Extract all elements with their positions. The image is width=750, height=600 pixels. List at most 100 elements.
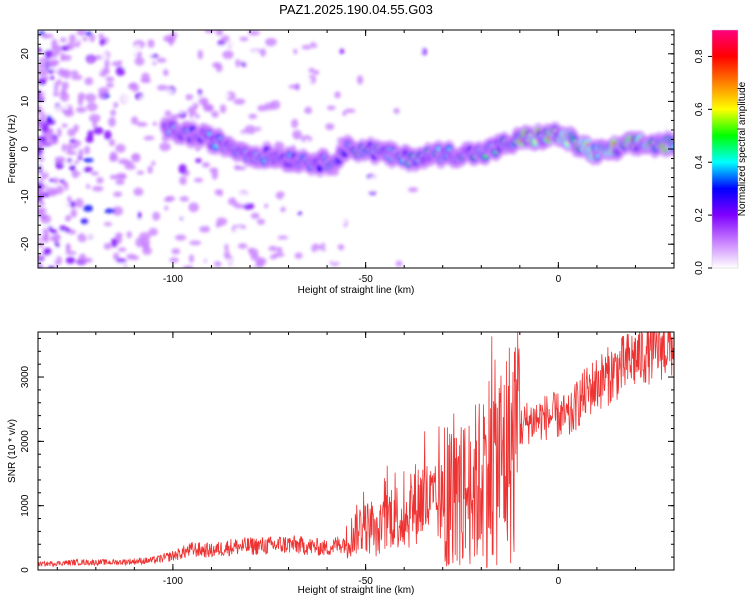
heatmap-cells xyxy=(38,30,674,268)
heatmap-cell xyxy=(432,240,442,249)
heatmap-cell xyxy=(470,171,478,179)
heatmap-cell xyxy=(85,257,93,263)
snr-x-tick-label: -50 xyxy=(358,576,373,587)
heatmap-cell xyxy=(124,30,134,39)
heatmap-cell xyxy=(408,225,419,233)
heatmap-cell xyxy=(379,241,388,252)
heatmap-cell xyxy=(369,123,380,133)
heatmap-cell xyxy=(314,181,324,191)
heatmap-cell xyxy=(100,52,108,61)
heatmap-cell xyxy=(52,91,60,97)
heatmap-cell xyxy=(452,116,459,125)
heatmap-cell xyxy=(237,195,250,205)
heatmap-cell xyxy=(38,91,43,100)
heatmap-cell xyxy=(108,153,119,162)
heatmap-cell xyxy=(38,190,44,198)
heatmap-cell xyxy=(113,191,123,198)
heatmap-cell xyxy=(283,198,289,206)
heatmap-cell xyxy=(131,152,141,163)
heatmap-cell xyxy=(120,173,127,180)
heatmap-cell xyxy=(43,247,52,256)
heatmap-cell xyxy=(347,226,359,233)
colorbar-ticks: 0.0 0.2 0.4 0.6 0.8 xyxy=(694,49,712,275)
heatmap-cell xyxy=(280,123,287,131)
heatmap-cell xyxy=(219,44,227,52)
colorbar-scale xyxy=(712,30,738,268)
heatmap-cell xyxy=(105,101,114,108)
heatmap-cell xyxy=(60,45,70,51)
heatmap-cell xyxy=(193,177,204,183)
heatmap-cell xyxy=(179,210,187,219)
heatmap-cell xyxy=(290,104,297,115)
heatmap-cell xyxy=(286,231,298,241)
heatmap-cell xyxy=(108,259,117,264)
heatmap-cell xyxy=(152,30,164,38)
heatmap-cell xyxy=(235,58,241,68)
heatmap-cell xyxy=(409,100,415,106)
heatmap-cell xyxy=(361,194,371,201)
heatmap-cell xyxy=(342,234,355,243)
heatmap-cell xyxy=(496,224,503,230)
heatmap-cell xyxy=(167,239,172,246)
heatmap-cell xyxy=(443,186,450,194)
heatmap-cell xyxy=(38,136,47,142)
heatmap-cell xyxy=(59,92,70,102)
heatmap-cell xyxy=(107,38,114,46)
heatmap-cell xyxy=(242,202,255,210)
heatmap-cell xyxy=(432,50,440,57)
heatmap-cell xyxy=(259,185,265,195)
heatmap-cell xyxy=(256,218,265,225)
heatmap-cell xyxy=(323,64,333,73)
heatmap-cell xyxy=(63,109,74,117)
heatmap-cell xyxy=(101,154,108,159)
heatmap-cell xyxy=(82,36,88,42)
heatmap-cell xyxy=(135,204,141,211)
heatmap-cell xyxy=(222,50,234,60)
heatmap-cell xyxy=(38,62,47,69)
heatmap-x-tick-label: 0 xyxy=(556,274,562,285)
heatmap-cell xyxy=(393,107,400,115)
heatmap-cell xyxy=(374,80,387,87)
heatmap-y-axis-label: Frequency (Hz) xyxy=(7,115,18,184)
heatmap-cell xyxy=(495,70,505,80)
heatmap-cell xyxy=(131,116,139,125)
heatmap-cell xyxy=(236,262,249,268)
heatmap-cell xyxy=(440,119,451,127)
heatmap-cell xyxy=(317,166,323,171)
heatmap-cell xyxy=(164,110,172,117)
heatmap-cell xyxy=(115,258,127,264)
heatmap-cell xyxy=(166,171,172,182)
heatmap-cell xyxy=(42,34,49,39)
heatmap-cell xyxy=(47,69,55,74)
heatmap-cell xyxy=(367,39,375,50)
heatmap-cell xyxy=(150,138,157,148)
heatmap-cell xyxy=(395,30,403,39)
heatmap-cell xyxy=(301,44,312,50)
heatmap-cell xyxy=(441,191,446,202)
heatmap-cell xyxy=(134,56,145,66)
heatmap-cell xyxy=(115,143,126,153)
heatmap-cell xyxy=(326,105,336,111)
heatmap-cell xyxy=(126,231,132,239)
heatmap-cell xyxy=(56,208,65,217)
heatmap-cell xyxy=(426,198,435,209)
heatmap-cell xyxy=(467,215,473,224)
heatmap-cell xyxy=(92,185,104,192)
page-title: PAZ1.2025.190.04.55.G03 xyxy=(279,2,433,17)
heatmap-cell xyxy=(73,124,79,133)
heatmap-cell xyxy=(458,40,469,46)
heatmap-cell xyxy=(398,207,405,214)
heatmap-cell xyxy=(48,60,60,65)
heatmap-cell xyxy=(436,213,443,221)
heatmap-cell xyxy=(85,31,92,37)
heatmap-cell xyxy=(213,261,222,267)
heatmap-cell xyxy=(204,30,214,34)
heatmap-cell xyxy=(204,205,217,210)
heatmap-cell xyxy=(299,215,308,222)
heatmap-cell xyxy=(353,100,360,108)
heatmap-cell xyxy=(41,166,50,174)
heatmap-cell xyxy=(471,263,480,268)
heatmap-cell xyxy=(276,247,283,253)
heatmap-cell xyxy=(284,136,294,146)
heatmap-cell xyxy=(151,211,161,221)
